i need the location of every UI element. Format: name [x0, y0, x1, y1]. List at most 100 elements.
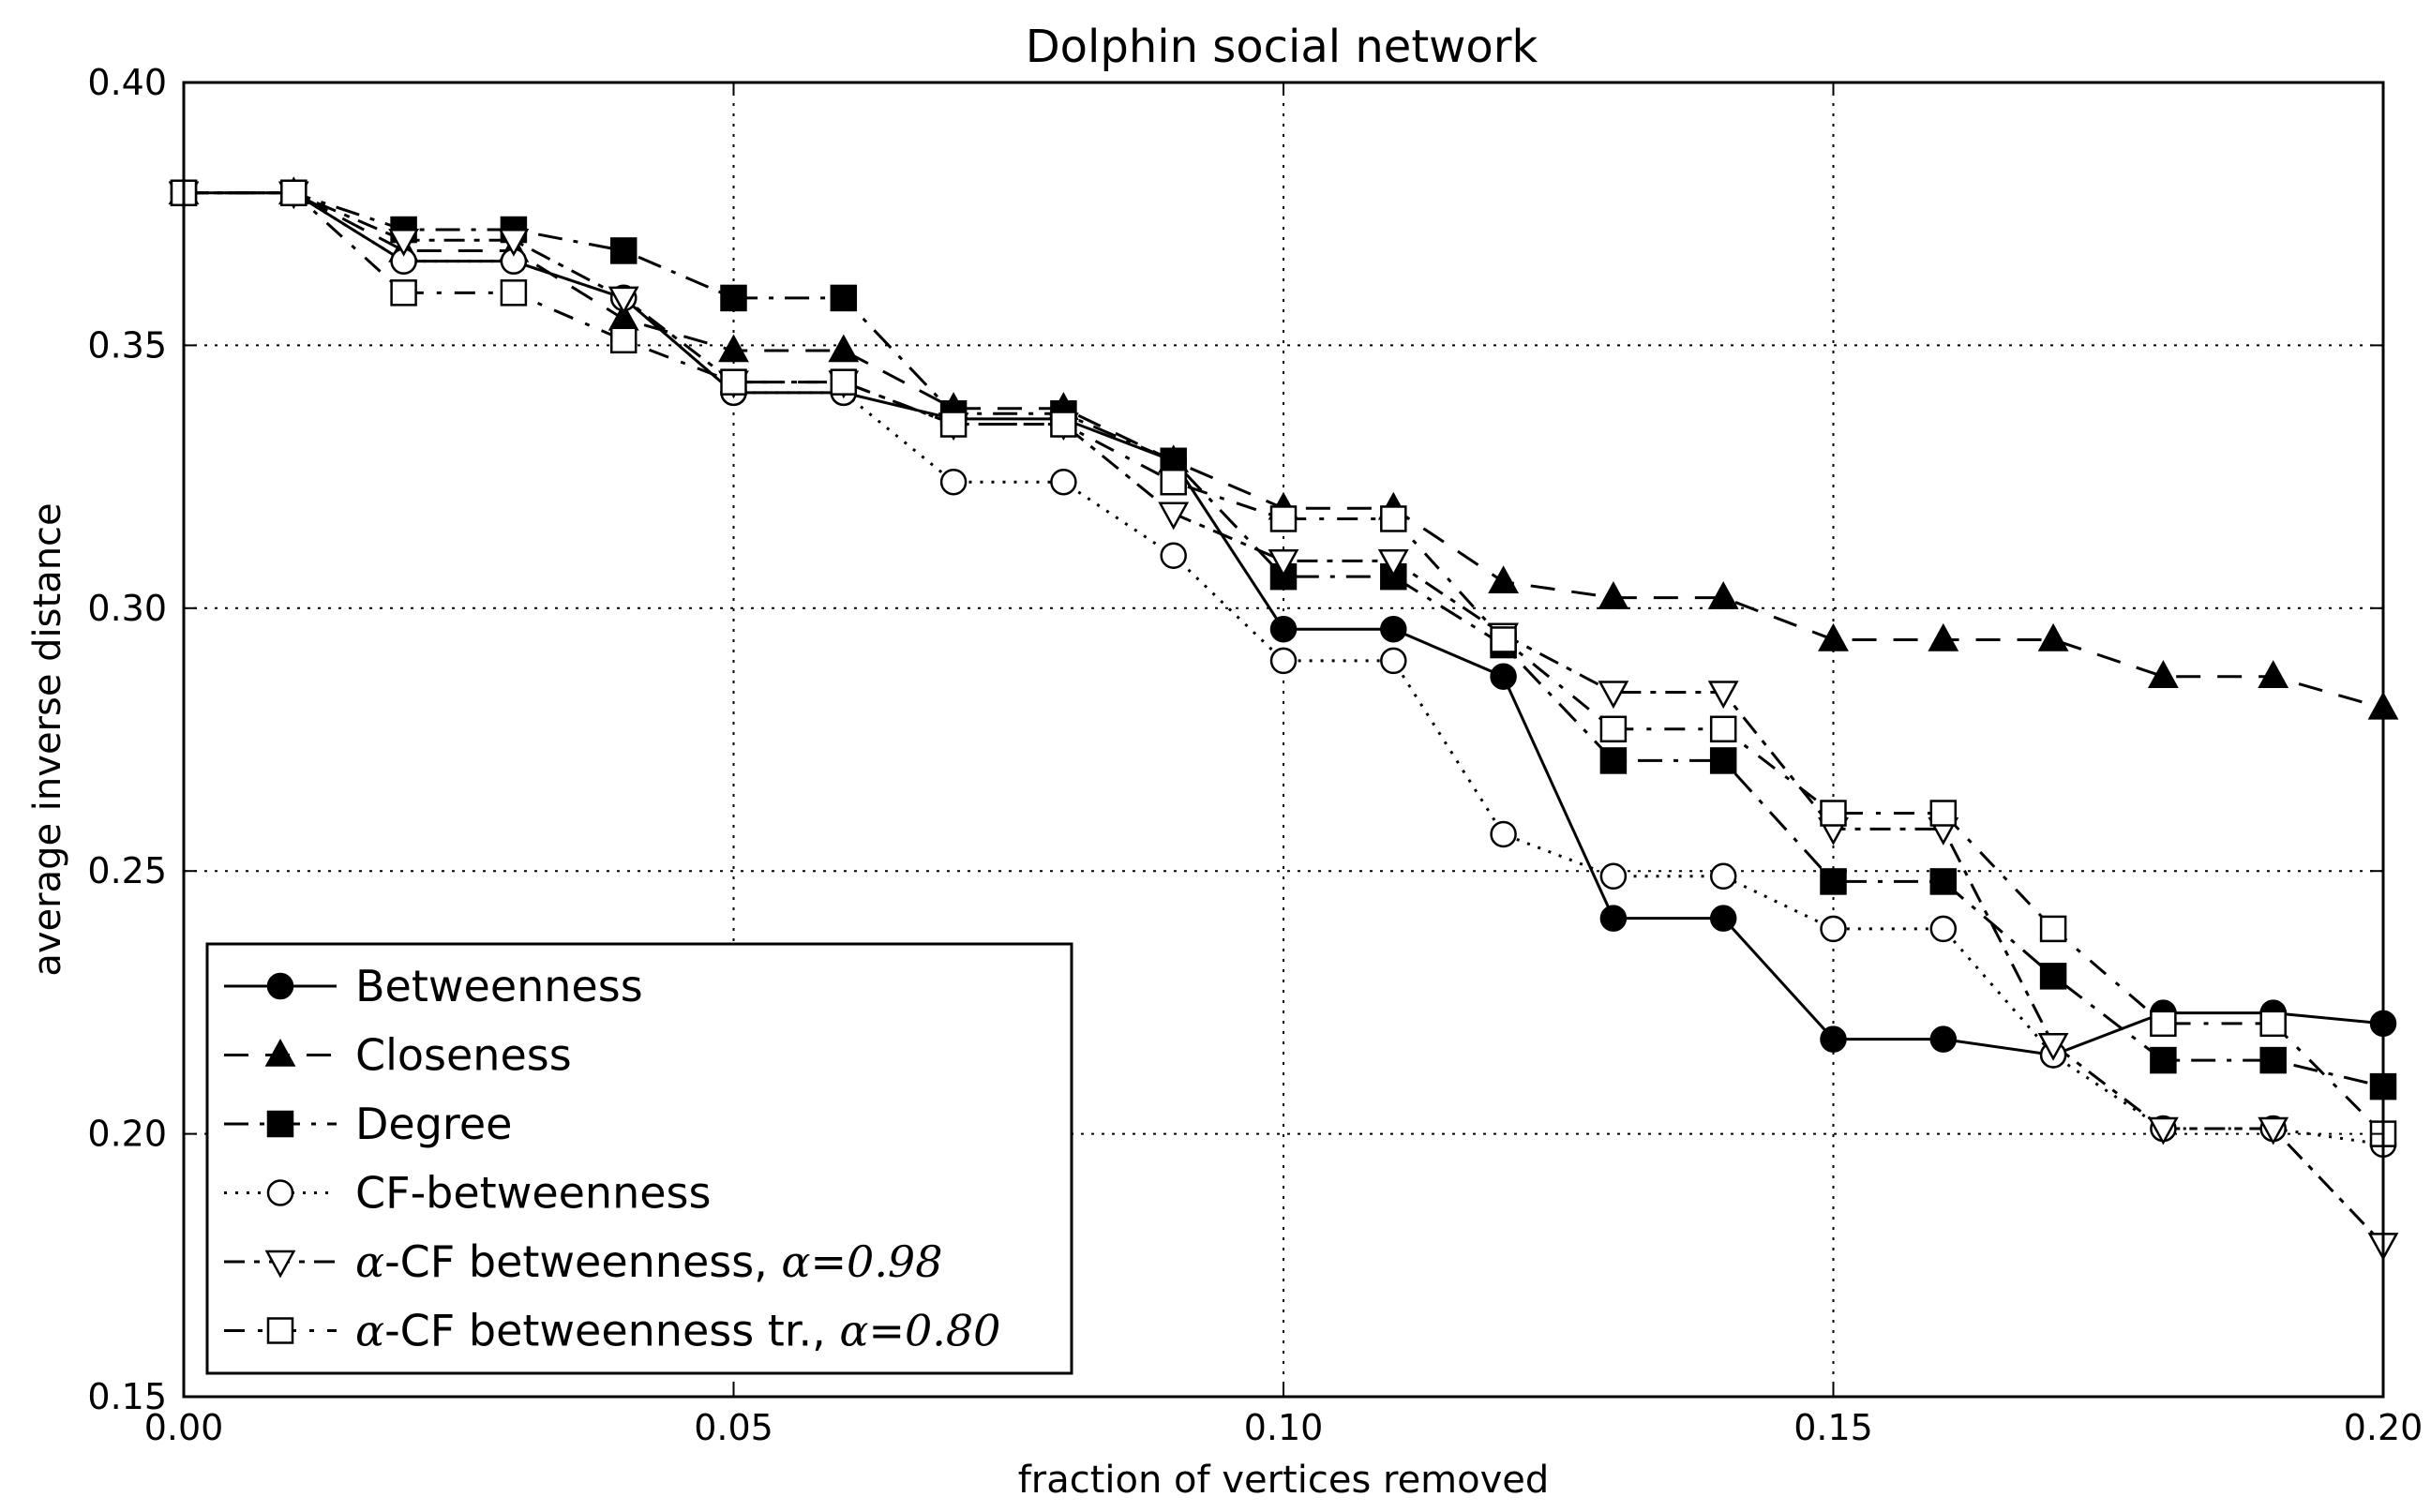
data-point — [608, 286, 639, 315]
data-point — [1598, 581, 1629, 609]
data-point — [2037, 622, 2069, 651]
data-point — [1599, 905, 1628, 932]
data-point — [1929, 915, 1958, 943]
data-point — [939, 411, 968, 438]
series-markers-6 — [170, 179, 2397, 1147]
data-point — [1050, 468, 1077, 496]
x-axis: 0.00 0.05 0.10 0.15 0.20 — [144, 82, 2423, 1448]
data-point — [1269, 615, 1298, 643]
data-point — [1050, 411, 1077, 438]
y-axis: 0.15 0.20 0.25 0.30 0.35 0.40 — [87, 62, 2383, 1417]
data-point — [1380, 505, 1407, 532]
data-point — [2259, 1046, 2287, 1074]
data-point — [1820, 800, 1847, 827]
data-point — [720, 368, 747, 396]
data-point — [2150, 1010, 2177, 1038]
legend-item: Degree — [224, 1099, 512, 1149]
data-point — [1707, 581, 1739, 609]
x-tick-label: 0.20 — [2344, 1407, 2423, 1448]
data-point — [1820, 868, 1847, 895]
data-point — [939, 468, 968, 496]
legend-item: α-CF betweenness tr., α=0.80 — [224, 1306, 1000, 1356]
legend-box — [205, 942, 1073, 1375]
data-point — [2037, 1032, 2069, 1061]
x-tick-label: 0.10 — [1244, 1407, 1324, 1448]
data-point — [2258, 660, 2289, 689]
legend-item: Closeness — [224, 1030, 572, 1081]
data-point — [390, 279, 417, 307]
y-tick-label: 0.25 — [87, 850, 167, 891]
legend-label: α-CF betweenness tr., α=0.80 — [355, 1306, 1000, 1356]
data-point — [500, 279, 528, 307]
x-tick-label: 0.00 — [144, 1407, 224, 1448]
legend-marker — [266, 1110, 294, 1138]
data-point — [1490, 820, 1517, 848]
data-point — [1929, 1025, 1958, 1053]
y-axis-label: average inverse distance — [26, 502, 69, 976]
data-point — [1707, 681, 1739, 710]
data-point — [720, 284, 747, 312]
data-point — [609, 326, 638, 354]
data-point — [498, 228, 530, 257]
legend-item: CF-betweenness — [224, 1168, 711, 1219]
data-point — [1820, 915, 1847, 943]
y-tick-label: 0.40 — [87, 62, 167, 103]
data-point — [280, 179, 308, 207]
legend-marker — [266, 1179, 294, 1206]
data-point — [1158, 502, 1190, 531]
data-point — [1599, 715, 1628, 743]
data-point — [2039, 963, 2067, 990]
legend: Betweenness Closeness Degree CF-betweenness… — [205, 942, 1073, 1375]
data-point — [1709, 747, 1737, 774]
data-point — [718, 334, 749, 363]
data-point — [388, 228, 420, 257]
data-point — [2147, 660, 2179, 689]
x-tick-label: 0.15 — [1793, 1407, 1873, 1448]
x-tick-label: 0.05 — [694, 1407, 773, 1448]
data-point — [1268, 549, 1299, 577]
data-point — [2258, 1116, 2289, 1145]
legend-label: Closeness — [355, 1030, 572, 1081]
data-point — [1599, 747, 1628, 774]
legend-marker — [264, 1038, 296, 1067]
data-point — [1820, 1025, 1847, 1053]
data-point — [1380, 647, 1407, 675]
data-point — [830, 284, 858, 312]
legend-item: Betweenness — [224, 961, 643, 1011]
legend-label: Degree — [355, 1099, 512, 1149]
data-point — [828, 334, 860, 363]
data-point — [1160, 468, 1187, 496]
legend-label: α-CF betweenness, α=0.98 — [355, 1236, 942, 1287]
y-tick-label: 0.30 — [87, 588, 167, 629]
chart-title: Dolphin social network — [1026, 21, 1538, 73]
data-point — [1929, 800, 1958, 827]
legend-marker — [266, 972, 294, 1000]
series-line-6 — [184, 191, 2385, 1135]
legend-marker — [266, 1317, 294, 1344]
data-point — [1490, 663, 1517, 690]
data-point — [2259, 1010, 2287, 1038]
data-point — [2150, 1046, 2177, 1074]
data-point — [609, 237, 638, 264]
data-point — [1269, 505, 1298, 532]
data-point — [830, 368, 858, 396]
data-point — [2039, 915, 2067, 943]
data-point — [1709, 862, 1737, 891]
data-point — [1599, 862, 1628, 891]
legend-item: α-CF betweenness, α=0.98 — [224, 1236, 942, 1287]
legend-marker — [264, 1250, 296, 1279]
data-point — [1709, 905, 1737, 932]
data-point — [1377, 549, 1409, 577]
y-tick-label: 0.15 — [87, 1376, 167, 1417]
markers-layer — [168, 176, 2399, 1261]
y-tick-label: 0.20 — [87, 1114, 167, 1155]
data-point — [1488, 565, 1520, 594]
data-point — [1929, 868, 1958, 895]
data-point — [1380, 615, 1407, 643]
series-line-3 — [184, 191, 2384, 1088]
data-point — [1598, 681, 1629, 710]
legend-label: Betweenness — [355, 961, 643, 1011]
y-tick-label: 0.35 — [87, 324, 167, 366]
x-axis-label: fraction of vertices removed — [1018, 1459, 1550, 1502]
